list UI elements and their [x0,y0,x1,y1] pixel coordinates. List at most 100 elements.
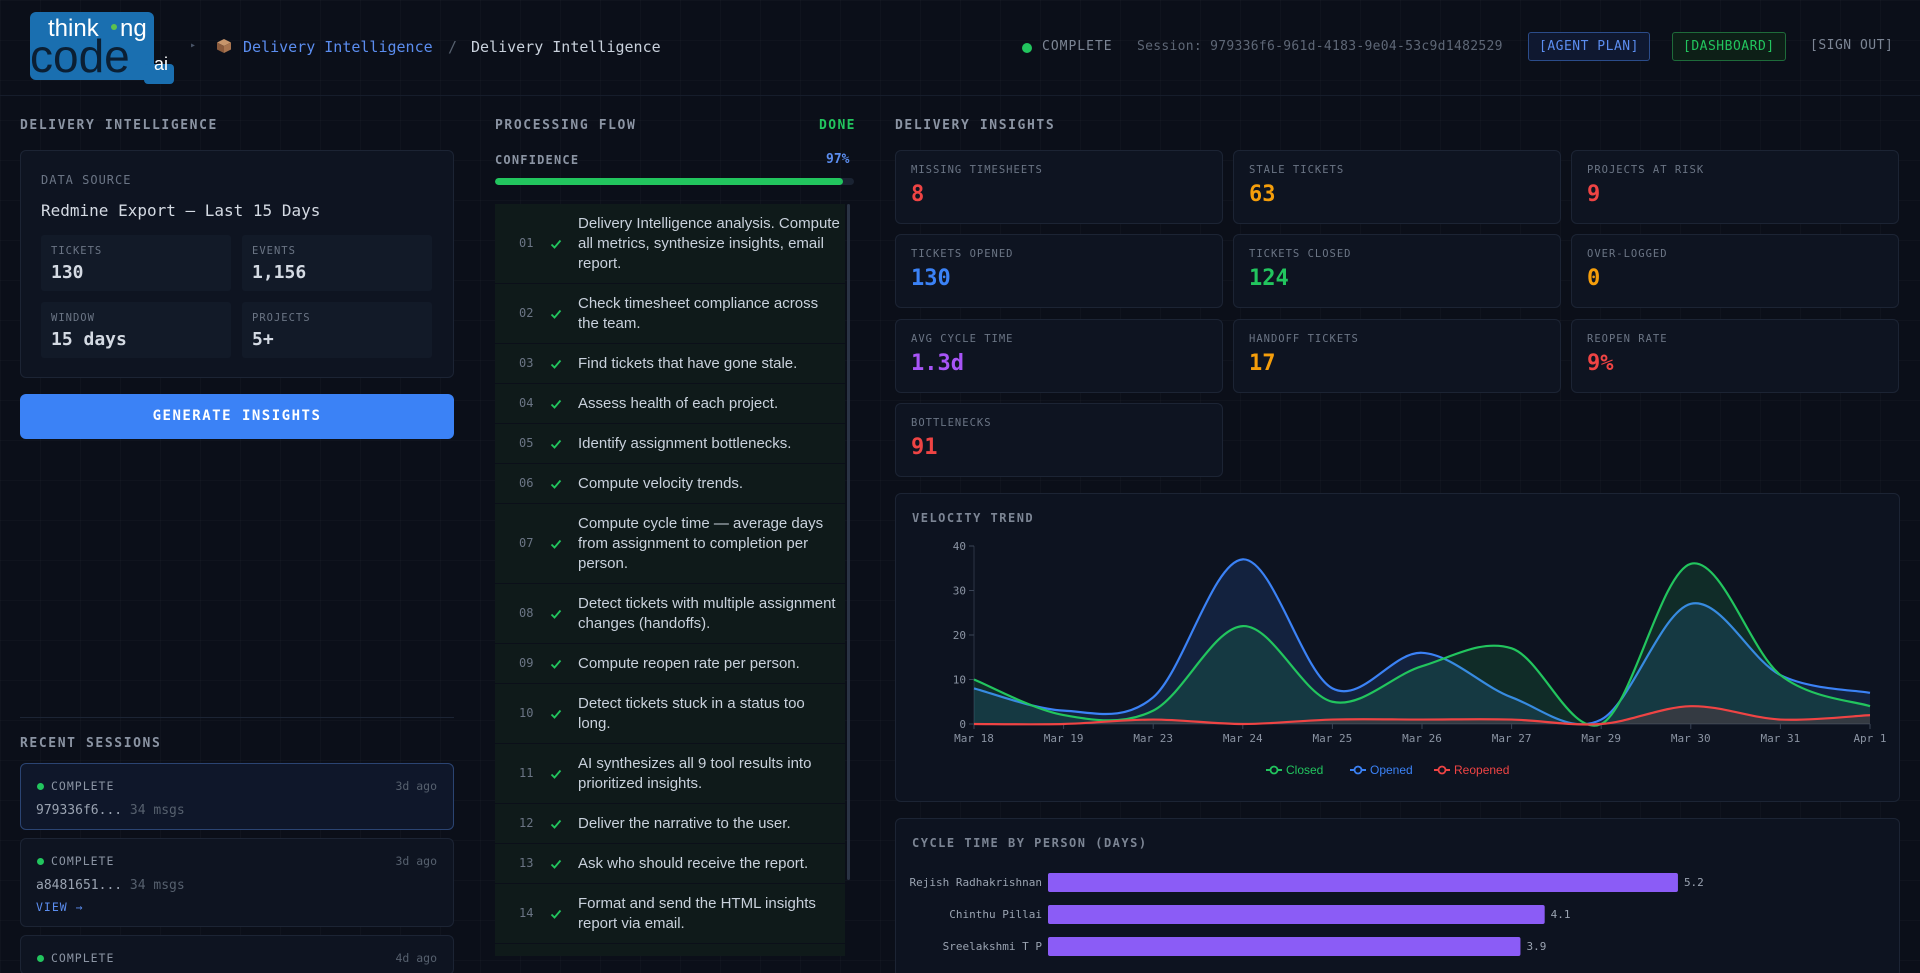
breadcrumb-link[interactable]: Delivery Intelligence [243,38,433,56]
session-status: COMPLETE [51,779,115,793]
confidence-bar-fill [495,178,844,185]
stat-label: PROJECTS [252,312,311,324]
step-text: Compute velocity trends. [578,475,744,492]
dashboard-button[interactable]: [DASHBOARD] [1672,32,1786,61]
breadcrumb-current: Delivery Intelligence [471,38,661,56]
svg-text:ng: ng [120,15,147,42]
step-text: Assess health of each project. [578,395,779,412]
bar-value-label: 3.9 [1526,940,1546,953]
processing-step: 09 Compute reopen rate per person. [495,644,845,684]
step-number: 01 [519,236,534,250]
svg-text:think: think [48,15,100,42]
y-tick-label: 40 [953,540,966,553]
step-number: 07 [519,536,534,550]
svg-text:code: code [30,30,130,82]
processing-step: 03 Find tickets that have gone stale. [495,344,845,384]
agent-plan-button[interactable]: [AGENT PLAN] [1528,32,1650,61]
flow-status: DONE [819,118,856,133]
step-text: Compute reopen rate per person. [578,655,800,672]
metric-label: TICKETS OPENED [911,248,1014,260]
step-text: Delivery Intelligence analysis. Compute … [578,215,840,272]
series-line-opened [973,558,1871,726]
step-number: 06 [519,476,534,490]
check-icon [550,359,562,369]
sign-out-button[interactable]: [SIGN OUT] [1810,38,1894,53]
breadcrumb-separator: / [448,38,458,56]
step-text: Find tickets that have gone stale. [578,355,798,372]
session-id: 979336f6... 34 msgs [36,803,185,818]
series-line-reopened [973,705,1871,726]
session-item[interactable]: COMPLETE 4d ago [20,935,454,973]
metric-label: BOTTLENECKS [911,417,992,429]
metric-value: 124 [1249,266,1289,291]
status-dot-icon [37,955,44,962]
velocity-trend-chart: 0 10 20 30 40 Mar 18 Mar 19 Mar 23 Mar 24 Mar 25 M… [953,540,1887,777]
step-text: Detect tickets stuck in a status too lon… [578,695,805,732]
session-msg-count: 34 msgs [122,878,185,893]
step-text: Notify user that email was sent. [578,954,840,956]
x-tick-label: Mar 29 [1581,732,1621,745]
processing-step: 14 Format and send the HTML insights repo… [495,884,845,944]
x-tick-label: Mar 18 [954,732,994,745]
metric-label: HANDOFF TICKETS [1249,333,1359,345]
step-number: 14 [519,906,534,920]
metric-value: 9 [1587,182,1601,207]
processing-flow-title: PROCESSING FLOW [495,118,637,133]
check-icon [550,239,562,249]
metric-value: 91 [911,435,938,460]
legend-label: Reopened [1454,763,1509,777]
bar-value-label: 5.2 [1684,876,1704,889]
cycle-time-card: CYCLE TIME BY PERSON (DAYS) Rejish Radha… [895,818,1900,973]
check-icon [550,399,562,409]
metric-card-bottlenecks: BOTTLENECKS 91 [895,403,1223,477]
session-item[interactable]: COMPLETE 3d ago a8481651... 34 msgs VIEW… [20,838,454,927]
series-line-closed [973,562,1871,727]
step-text: Compute cycle time — average days from a… [578,515,824,572]
thinkingcode-logo[interactable]: think ng code ai [28,12,176,84]
x-tick-label: Apr 1 [1853,732,1886,745]
stat-value: 1,156 [252,262,307,283]
velocity-trend-card: VELOCITY TREND 0 10 20 30 40 Mar 18 Mar 19 Mar … [895,493,1900,802]
session-id: a8481651... 34 msgs [36,878,185,893]
legend-item-reopened[interactable]: Reopened [1434,763,1509,777]
step-text: AI synthesizes all 9 tool results into p… [578,755,812,792]
check-icon [550,539,562,549]
metric-label: PROJECTS AT RISK [1587,164,1705,176]
bar [1048,937,1521,956]
x-tick-label: Mar 25 [1313,732,1353,745]
step-number: 09 [519,656,534,670]
view-session-link[interactable]: VIEW → [36,900,84,914]
step-number: 04 [519,396,534,410]
left-panel-title: DELIVERY INTELLIGENCE [20,118,218,133]
legend-item-closed[interactable]: Closed [1266,763,1323,777]
session-id-text: 979336f6... [36,803,123,818]
generate-insights-button[interactable]: GENERATE INSIGHTS [20,394,454,439]
confidence-label: CONFIDENCE [495,153,580,167]
step-number: 11 [519,766,534,780]
scrollbar[interactable] [847,204,850,880]
chart-title: VELOCITY TREND [912,511,1035,525]
session-item[interactable]: COMPLETE 3d ago 979336f6... 34 msgs [20,763,454,830]
step-number: 12 [519,816,534,830]
step-text: Check timesheet compliance across the te… [578,295,819,332]
metric-value: 130 [911,266,951,291]
check-icon [550,659,562,669]
processing-step: 13 Ask who should receive the report. [495,844,845,884]
legend-label: Closed [1286,763,1323,777]
check-icon [550,709,562,719]
session-age: 3d ago [395,779,437,793]
bar [1048,905,1545,924]
metric-label: AVG CYCLE TIME [911,333,1014,345]
data-source-card: DATA SOURCE Redmine Export — Last 15 Day… [20,150,454,378]
metric-card-tickets-opened: TICKETS OPENED 130 [895,234,1223,308]
processing-step-list[interactable]: 15Notify user that email was sent. 14 Form… [495,204,854,956]
stat-events: EVENTS 1,156 [242,235,432,291]
stat-label: EVENTS [252,245,296,257]
legend-item-opened[interactable]: Opened [1350,763,1413,777]
metric-label: TICKETS CLOSED [1249,248,1352,260]
check-icon [550,479,562,489]
check-icon [550,439,562,449]
session-age: 3d ago [395,854,437,868]
metric-card-over-logged: OVER-LOGGED 0 [1571,234,1899,308]
status-dot-icon [37,783,44,790]
